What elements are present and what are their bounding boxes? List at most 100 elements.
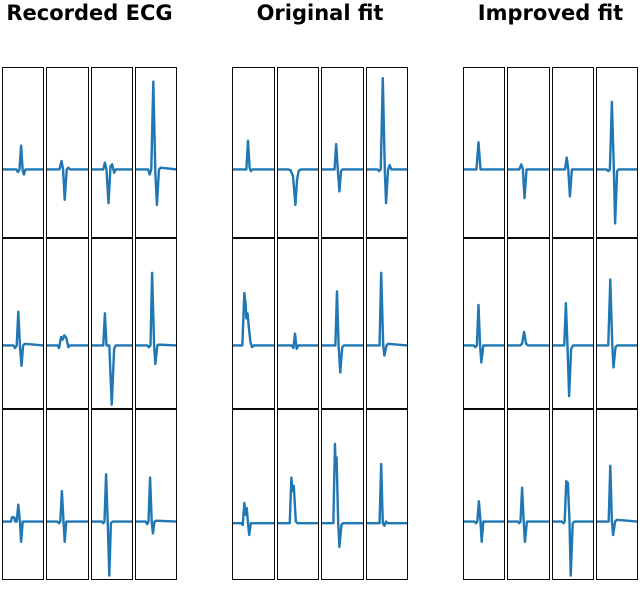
ecg-waveform (233, 410, 274, 579)
ecg-waveform (136, 410, 176, 579)
ecg-waveform (597, 68, 637, 237)
ecg-trace (597, 280, 637, 368)
ecg-trace (92, 163, 132, 204)
ecg-trace (367, 273, 408, 356)
ecg-waveform (464, 239, 504, 408)
ecg-panel (90, 67, 133, 238)
ecg-panel (595, 67, 638, 238)
ecg-trace (136, 273, 176, 364)
ecg-waveform (322, 68, 363, 237)
ecg-waveform (553, 410, 593, 579)
ecg-waveform (464, 410, 504, 579)
ecg-trace (508, 332, 548, 346)
ecg-trace (464, 501, 504, 542)
ecg-panel (321, 67, 364, 238)
ecg-waveform (597, 410, 637, 579)
ecg-waveform (508, 410, 548, 579)
ecg-panel (46, 409, 89, 580)
ecg-waveform (597, 239, 637, 408)
ecg-panel (365, 409, 408, 580)
ecg-panel (551, 409, 594, 580)
ecg-panel (463, 67, 506, 238)
ecg-trace (322, 144, 363, 191)
ecg-waveform (47, 68, 87, 237)
ecg-trace (233, 141, 274, 171)
ecg-waveform (92, 410, 132, 579)
ecg-waveform (47, 410, 87, 579)
ecg-waveform (278, 239, 319, 408)
ecg-trace (136, 478, 176, 534)
ecg-waveform (136, 68, 176, 237)
ecg-panel (2, 238, 45, 409)
ecg-panel (463, 409, 506, 580)
ecg-panel (551, 238, 594, 409)
panel-grid-recorded-ecg (2, 67, 177, 580)
ecg-trace (233, 293, 274, 347)
ecg-panel (507, 238, 550, 409)
ecg-trace (553, 158, 593, 197)
ecg-panel (276, 409, 319, 580)
ecg-waveform (92, 239, 132, 408)
ecg-trace (464, 305, 504, 362)
ecg-panel (90, 238, 133, 409)
ecg-waveform (233, 68, 274, 237)
ecg-waveform (508, 68, 548, 237)
ecg-trace (322, 291, 363, 372)
ecg-trace (92, 474, 132, 575)
ecg-waveform (322, 239, 363, 408)
ecg-waveform (278, 68, 319, 237)
ecg-trace (278, 478, 319, 524)
ecg-waveform (136, 239, 176, 408)
ecg-panel (2, 67, 45, 238)
ecg-waveform (47, 239, 87, 408)
ecg-trace (3, 505, 43, 542)
ecg-trace (597, 466, 637, 535)
ecg-panel (276, 238, 319, 409)
ecg-panel (46, 67, 89, 238)
ecg-waveform (278, 410, 319, 579)
panel-grid-improved-fit (463, 67, 638, 580)
ecg-panel (134, 409, 177, 580)
ecg-waveform (367, 410, 408, 579)
ecg-panel (507, 67, 550, 238)
ecg-panel (232, 238, 275, 409)
ecg-waveform (3, 239, 43, 408)
ecg-panel (232, 409, 275, 580)
ecg-panel (2, 409, 45, 580)
column-title-recorded-ecg: Recorded ECG (6, 1, 173, 25)
ecg-panel (321, 238, 364, 409)
column-improved-fit: Improved fit (463, 0, 638, 590)
ecg-panel (134, 238, 177, 409)
ecg-trace (322, 444, 363, 547)
ecg-trace (553, 303, 593, 396)
ecg-trace (278, 334, 319, 349)
ecg-panel (595, 238, 638, 409)
ecg-panel (321, 409, 364, 580)
ecg-waveform (553, 68, 593, 237)
ecg-waveform (553, 239, 593, 408)
ecg-trace (553, 481, 593, 576)
ecg-panel (595, 409, 638, 580)
ecg-panel (551, 67, 594, 238)
ecg-trace (233, 503, 274, 535)
ecg-waveform (3, 410, 43, 579)
ecg-waveform (233, 239, 274, 408)
ecg-trace (597, 102, 637, 224)
ecg-waveform (508, 239, 548, 408)
ecg-trace (136, 82, 176, 205)
ecg-waveform (367, 68, 408, 237)
panel-grid-original-fit (232, 67, 408, 580)
ecg-waveform (92, 68, 132, 237)
ecg-trace (278, 169, 319, 204)
ecg-panel (232, 67, 275, 238)
ecg-panel (507, 409, 550, 580)
ecg-trace (464, 142, 504, 169)
column-recorded-ecg: Recorded ECG (2, 0, 177, 590)
ecg-panel (134, 67, 177, 238)
ecg-waveform (3, 68, 43, 237)
ecg-trace (47, 491, 87, 542)
ecg-trace (47, 335, 87, 348)
ecg-waveform (322, 410, 363, 579)
ecg-panel (463, 238, 506, 409)
